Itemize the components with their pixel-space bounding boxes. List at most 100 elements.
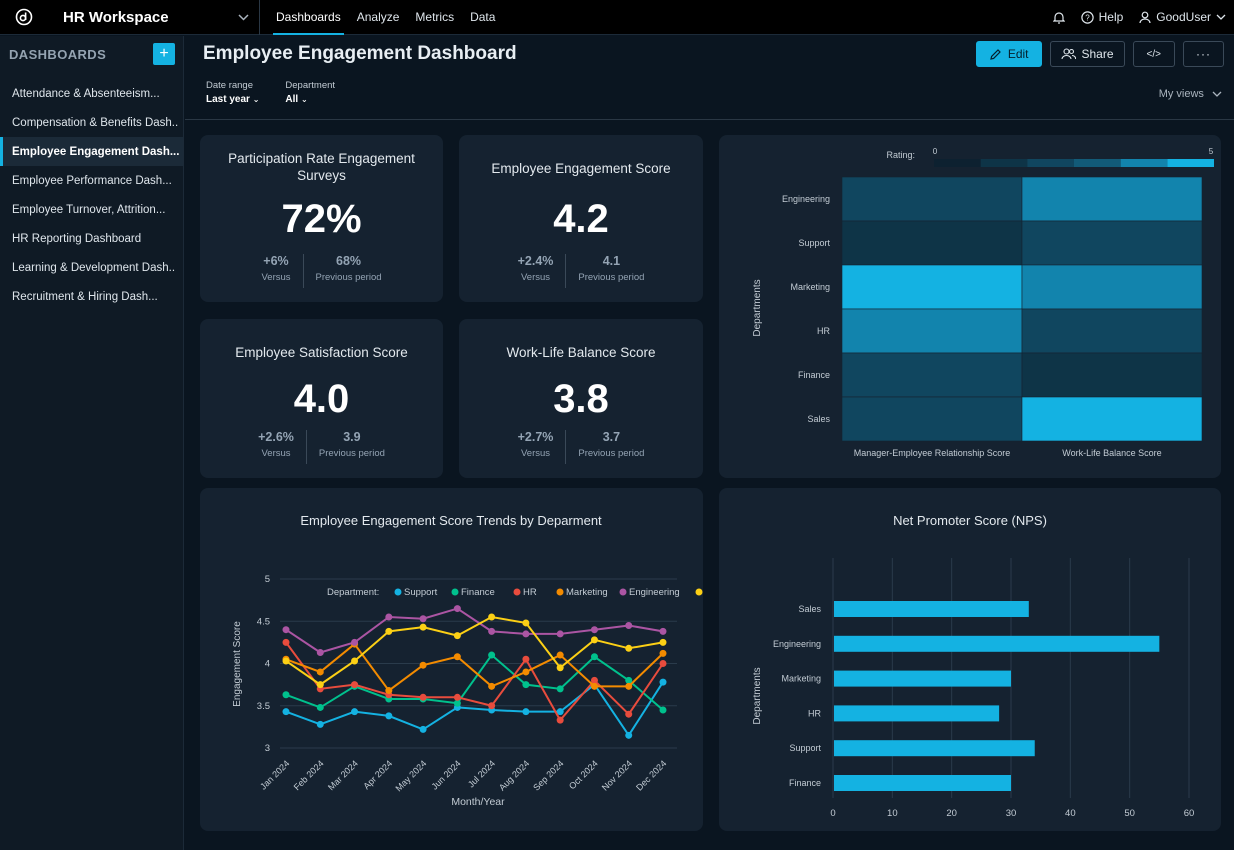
tab-data[interactable]: Data	[470, 10, 496, 24]
app-logo-icon[interactable]	[0, 0, 48, 35]
filter-bar: Date range Last year ⌄ Department All ⌄ …	[185, 80, 1234, 120]
share-label: Share	[1081, 47, 1114, 61]
nps-bar	[834, 705, 1000, 722]
series-line	[285, 607, 664, 654]
data-point	[522, 655, 530, 663]
data-point	[316, 681, 324, 689]
data-point	[488, 651, 496, 659]
workspace-switcher[interactable]: HR Workspace	[48, 0, 260, 35]
data-point	[590, 676, 598, 684]
tab-dashboards[interactable]: Dashboards	[268, 0, 349, 35]
data-point	[488, 682, 496, 690]
line-chart-card[interactable]: Employee Engagement Score Trends by Depa…	[200, 488, 729, 831]
sidebar-item-turnover[interactable]: Employee Turnover, Attrition...	[12, 203, 166, 216]
data-point	[659, 706, 667, 714]
data-point	[351, 638, 359, 646]
sidebar-item-performance[interactable]: Employee Performance Dash...	[12, 174, 172, 187]
row-label: Sales	[807, 414, 830, 424]
date-range-value: Last year	[206, 94, 250, 105]
sidebar-item-attendance[interactable]: Attendance & Absenteeism...	[12, 87, 160, 100]
date-range-label: Date range	[206, 80, 254, 91]
sidebar-item-recruitment[interactable]: Recruitment & Hiring Dash...	[12, 290, 158, 303]
user-menu[interactable]: GoodUser	[1139, 10, 1226, 24]
share-button[interactable]: Share	[1049, 41, 1125, 67]
legend-dot	[556, 588, 564, 596]
kpi-value: 72%	[281, 197, 362, 241]
data-point	[419, 725, 427, 733]
x-tick: Mar 2024	[326, 758, 360, 792]
kpi-change-label: Versus	[261, 272, 291, 283]
my-views-dropdown[interactable]: My views	[1159, 88, 1222, 100]
column-label: Work-Life Balance Score	[1062, 448, 1161, 458]
add-dashboard-button[interactable]: +	[153, 43, 175, 65]
sidebar-item-hr-reporting[interactable]: HR Reporting Dashboard	[12, 232, 142, 245]
x-tick: Apr 2024	[361, 758, 394, 791]
legend-dot	[513, 588, 521, 596]
heatmap-cell	[841, 220, 1023, 266]
more-options-button[interactable]: ···	[1183, 41, 1224, 67]
department-filter[interactable]: Department All ⌄	[285, 80, 335, 105]
nps-chart-card[interactable]: Net Promoter Score (NPS) 0 10 20 30 40 50 60 Sal…	[719, 488, 1221, 846]
legend-max: 5	[1209, 147, 1214, 156]
top-right-actions: ? Help GoodUser	[1052, 10, 1234, 24]
y-axis-title: Departments	[752, 279, 763, 336]
kpi-previous: 3.9	[343, 430, 361, 444]
y-tick: Finance	[789, 778, 821, 788]
row-label: HR	[817, 326, 830, 336]
tab-analyze[interactable]: Analyze	[356, 10, 400, 24]
chevron-down-icon	[1216, 14, 1226, 20]
data-point	[351, 681, 359, 689]
kpi-previous-label: Previous period	[578, 272, 645, 283]
data-point	[316, 668, 324, 676]
kpi-previous: 3.7	[602, 430, 621, 444]
main-area: Employee Engagement Dashboard Edit Share…	[185, 36, 1234, 850]
column-label: Manager-Employee Relationship Score	[854, 448, 1011, 458]
tab-metrics[interactable]: Metrics	[415, 10, 455, 24]
legend-swatch	[980, 159, 1028, 167]
sidebar-item-engagement[interactable]: Employee Engagement Dash...	[0, 137, 183, 166]
data-point	[659, 660, 667, 667]
x-tick: Aug 2024	[497, 758, 531, 792]
data-point	[590, 682, 598, 690]
data-point	[556, 716, 564, 724]
kpi-card-satisfaction[interactable]: Employee Satisfaction Score 4.0 +2.6% Ver…	[200, 319, 443, 478]
series-line	[285, 642, 664, 692]
y-tick: 4.5	[257, 616, 270, 627]
heatmap-cell	[1021, 308, 1203, 354]
page-title: Employee Engagement Dashboard	[203, 43, 517, 64]
notifications-bell-icon[interactable]	[1052, 11, 1065, 24]
data-point	[385, 613, 393, 621]
series-line	[285, 615, 664, 686]
y-tick: HR	[808, 708, 821, 718]
data-point	[282, 708, 290, 716]
chart-title: Net Promoter Score (NPS)	[893, 513, 1047, 528]
data-point	[351, 657, 359, 665]
kpi-card-work-life[interactable]: Work-Life Balance Score 3.8 +2.7% Versus …	[459, 319, 703, 478]
data-point	[522, 619, 530, 627]
edit-button[interactable]: Edit	[975, 41, 1042, 67]
date-range-filter[interactable]: Date range Last year ⌄	[206, 80, 259, 105]
kpi-change: +2.7%	[517, 430, 554, 444]
heatmap-cell	[841, 352, 1023, 398]
x-tick: Oct 2024	[567, 758, 600, 791]
sidebar: DASHBOARDS + Attendance & Absenteeism...…	[0, 36, 184, 850]
sidebar-item-learning[interactable]: Learning & Development Dash..	[12, 261, 176, 274]
pencil-icon	[990, 48, 1001, 60]
sidebar-item-compensation[interactable]: Compensation & Benefits Dash..	[12, 116, 179, 129]
nps-bar	[834, 601, 1029, 617]
heatmap-card[interactable]: Rating: 0 5 Engineering Support Marketing HR Fi…	[719, 135, 1221, 478]
legend-dot	[619, 588, 627, 596]
embed-button[interactable]: </>	[1132, 41, 1175, 67]
data-point	[351, 708, 359, 716]
kpi-card-participation[interactable]: Participation Rate Engagement Surveys 72…	[200, 135, 443, 302]
data-point	[625, 731, 633, 739]
data-point	[419, 623, 427, 631]
data-point	[453, 693, 461, 701]
kpi-card-engagement-score[interactable]: Employee Engagement Score 4.2 +2.4% Versu…	[459, 135, 703, 302]
x-tick: Dec 2024	[634, 758, 668, 792]
legend-swatch	[1074, 159, 1121, 167]
divider	[565, 254, 567, 288]
x-tick: Jun 2024	[430, 758, 463, 791]
legend-swatch	[1167, 159, 1214, 167]
help-button[interactable]: ? Help	[1080, 10, 1123, 24]
